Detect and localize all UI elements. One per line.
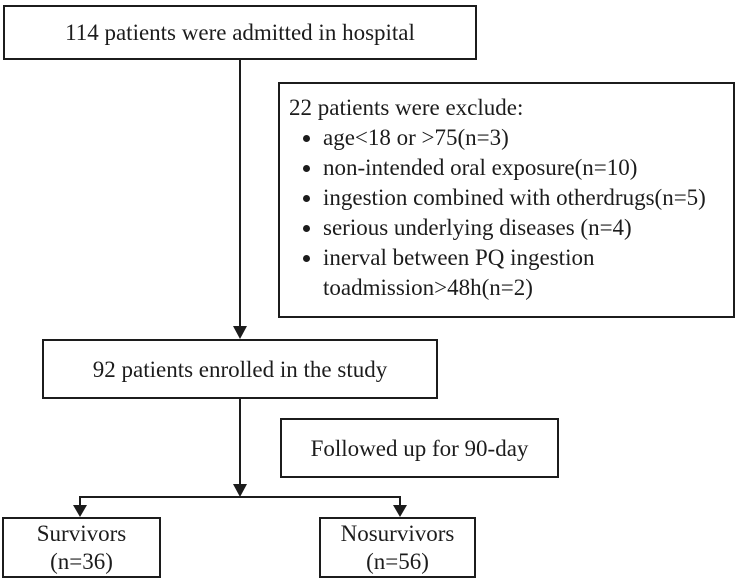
- exclusion-item: serious underlying diseases (n=4): [323, 213, 727, 243]
- admitted-box: 114 patients were admitted in hospital: [3, 5, 477, 60]
- arrow-to-survivors: [73, 496, 87, 517]
- exclusion-item: non-intended oral exposure(n=10): [323, 153, 727, 183]
- exclusion-item: inerval between PQ ingestion toadmission…: [323, 243, 727, 303]
- survivors-box: Survivors (n=36): [2, 517, 161, 578]
- arrowhead-down-icon: [233, 484, 247, 497]
- arrowhead-down-icon: [393, 505, 407, 517]
- exclusion-item: ingestion combined with otherdrugs(n=5): [323, 183, 727, 213]
- followup-box-text: Followed up for 90-day: [310, 435, 529, 461]
- arrow-enrolled-to-branch: [233, 399, 247, 497]
- nonsurvivors-box: Nosurvivors (n=56): [319, 517, 476, 578]
- admitted-box-text: 114 patients were admitted in hospital: [65, 20, 415, 45]
- enrolled-box-text: 92 patients enrolled in the study: [92, 356, 388, 382]
- enrolled-box: 92 patients enrolled in the study: [42, 339, 438, 399]
- exclusion-item: age<18 or >75(n=3): [323, 123, 727, 153]
- followup-box: Followed up for 90-day: [280, 418, 559, 478]
- exclusion-title: 22 patients were exclude:: [289, 95, 524, 120]
- exclusion-list: age<18 or >75(n=3) non-intended oral exp…: [289, 123, 727, 303]
- survivors-count: (n=36): [50, 548, 113, 574]
- exclusion-box: 22 patients were exclude: age<18 or >75(…: [278, 82, 735, 318]
- survivors-label: Survivors: [36, 520, 127, 546]
- arrow-admitted-to-enrolled: [233, 60, 247, 339]
- arrowhead-down-icon: [233, 326, 247, 339]
- arrow-to-nonsurvivors: [393, 496, 407, 517]
- nonsurvivors-count: (n=56): [366, 548, 429, 574]
- nonsurvivors-label: Nosurvivors: [340, 520, 455, 546]
- arrowhead-down-icon: [73, 505, 87, 517]
